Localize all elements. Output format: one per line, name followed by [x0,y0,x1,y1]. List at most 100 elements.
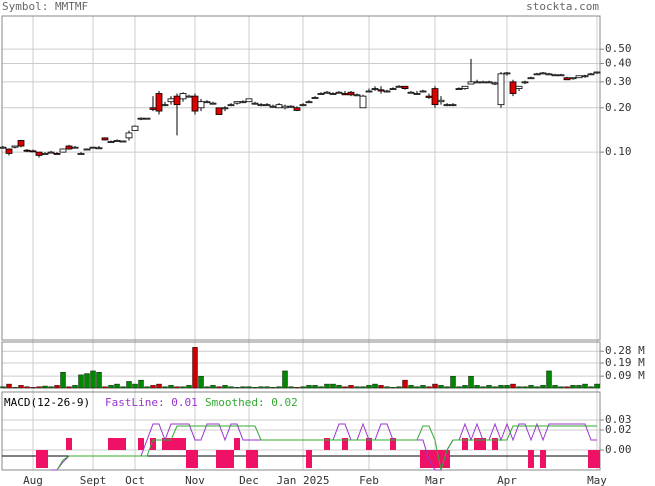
candle-body [233,101,241,104]
volume-bar [300,386,306,389]
volume-bar [162,386,168,389]
macd-histogram-bar [246,450,252,468]
candle-body [401,85,409,89]
volume-bar [540,385,546,389]
macd-panel [1,391,601,471]
x-tick-label: Sept [80,474,107,486]
candle-body [83,148,91,151]
macd-histogram-bar [216,450,222,468]
candle-body [479,81,487,84]
legend-fastline: FastLine: 0.01 [105,396,198,409]
candle-body [497,73,505,106]
grid-layer [2,16,600,470]
volume-bar [432,383,438,389]
volume-bar [552,385,558,389]
volume-bar [522,386,528,389]
volume-bar [402,379,408,389]
x-tick-label: Oct [125,474,145,486]
volume-bar [486,385,492,389]
macd-histogram-bar [342,438,348,450]
volume-bar [30,387,36,389]
macd-histogram-bar [588,450,594,468]
volume-bar [582,383,588,389]
volume-bar [132,383,138,389]
volume-bar [12,387,18,389]
volume-bar [438,385,444,389]
y-tick-label: 0.02 [605,423,632,436]
candle-body [467,81,475,85]
macd-histogram-bar [162,438,168,450]
volume-bar [78,374,84,389]
macd-histogram-bar [462,438,468,450]
y-tick-label: 0.19 M [605,356,645,369]
candle-body [35,151,43,156]
candle-body [431,88,439,106]
volume-bar [174,386,180,389]
candle-body [473,81,481,84]
macd-histogram-bar [444,450,450,468]
volume-bar [426,386,432,389]
candle-body [455,88,463,90]
volume-bar [534,386,540,389]
candle-body [527,77,535,80]
volume-bar [510,383,516,389]
volume-bar [126,381,132,389]
volume-bar [96,372,102,389]
candle-body [461,85,469,89]
candle-body [533,73,541,76]
candle-body [569,77,577,80]
candle-body [209,102,217,105]
legend-smoothed: Smoothed: 0.02 [205,396,298,409]
candle-body [125,132,133,139]
macd-histogram-bar [432,450,438,468]
macd-histogram-bar [390,438,396,450]
candle-body [347,91,355,96]
macd-histogram-bar [366,438,372,450]
macd-histogram-bar [108,438,114,450]
volume-bar [408,385,414,389]
volume-bar [246,386,252,389]
volume-bar [294,387,300,389]
volume-bar [90,370,96,389]
volume-bar [198,375,204,389]
candle-body [491,82,499,85]
source: stockta.com [526,0,599,13]
volume-bar [270,387,276,389]
volume-bar [258,386,264,389]
candle-body [215,107,223,115]
volume-bar [564,386,570,389]
volume-bar [390,387,396,389]
volume-bar [330,383,336,389]
y-tick-label: 0.20 [605,101,632,114]
macd-histogram-bar [594,450,600,468]
volume-bar [558,386,564,389]
x-tick-label: Jan 2025 [277,474,330,486]
volume-bar [168,385,174,389]
volume-bar [114,383,120,389]
volume-bar [324,383,330,389]
volume-bar [264,386,270,389]
volume-bar [0,386,6,389]
volume-bar [360,386,366,389]
candle-body [359,95,367,109]
macd-histogram-bar [234,438,240,450]
volume-bar [576,385,582,389]
macd-line [56,425,597,471]
macd-histogram-bar [42,450,48,468]
candle-body [509,81,517,94]
candle-body [293,107,301,111]
macd-histogram-bar [186,450,192,468]
volume-bar [24,386,30,389]
volume-bar [252,387,258,389]
candle-body [17,140,25,147]
candle-body [77,153,85,155]
volume-bar [234,387,240,389]
candle-body [161,104,169,107]
candle-body [419,90,427,93]
candle-body [203,101,211,104]
x-tick-label: Feb [359,474,379,486]
volume-bar [588,386,594,389]
volume-bar [528,385,534,389]
